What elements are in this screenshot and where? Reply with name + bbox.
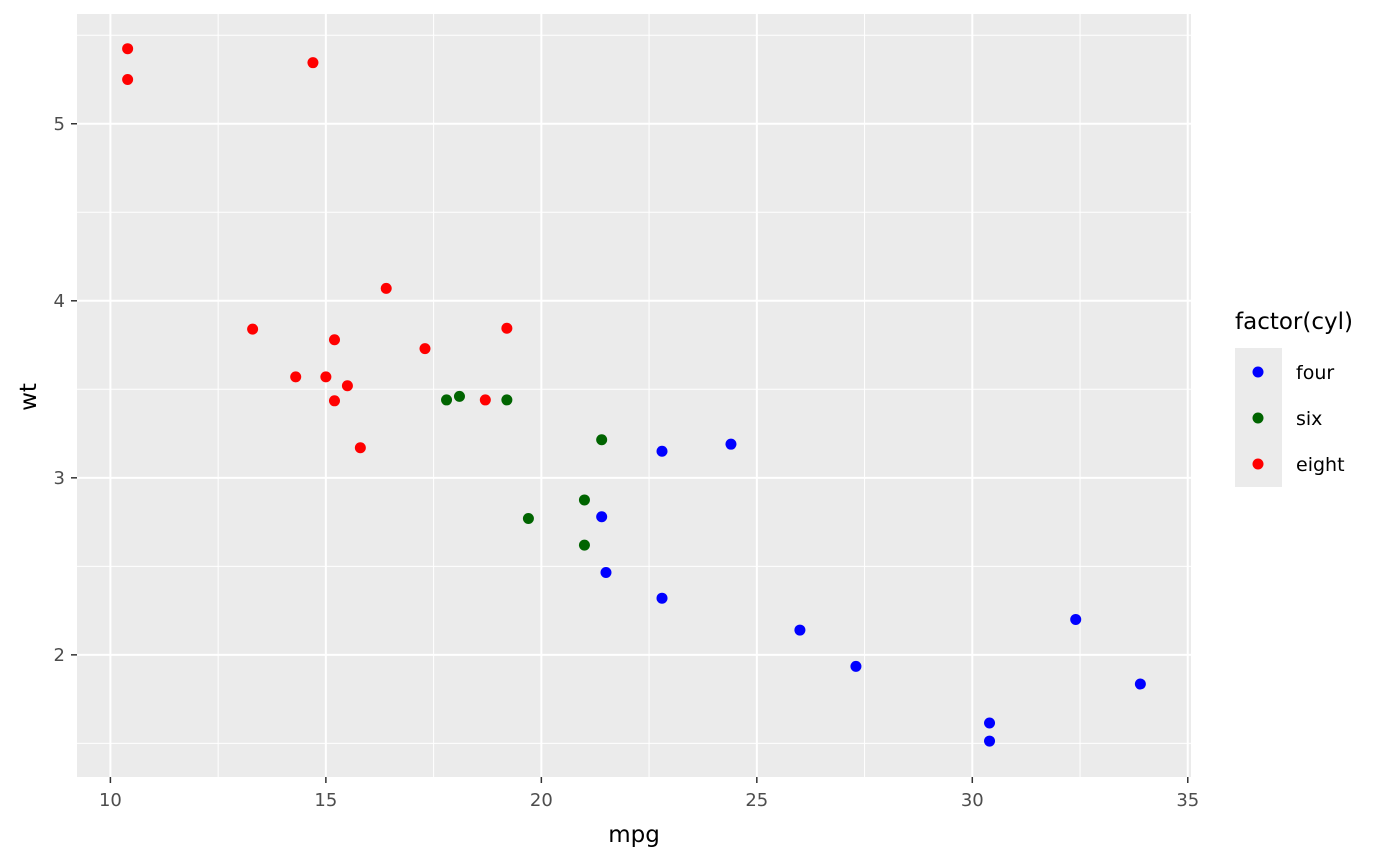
data-point-four bbox=[725, 438, 737, 450]
x-axis-title: mpg bbox=[608, 822, 660, 848]
data-point-four bbox=[1134, 678, 1146, 690]
x-tick-label: 20 bbox=[530, 790, 553, 811]
data-point-eight bbox=[380, 282, 392, 294]
data-point-eight bbox=[354, 442, 366, 454]
data-point-four bbox=[656, 445, 668, 457]
data-point-six bbox=[578, 494, 590, 506]
data-point-six bbox=[453, 390, 465, 402]
y-axis-title: wt bbox=[16, 383, 42, 411]
data-point-six bbox=[578, 539, 590, 551]
data-point-eight bbox=[320, 371, 332, 383]
axes: 10 15 20 25 30 35 2 3 4 5 bbox=[54, 114, 1200, 811]
legend-key-eight bbox=[1252, 458, 1264, 470]
data-point-six bbox=[501, 394, 513, 406]
y-tick-label: 4 bbox=[54, 291, 65, 312]
y-tick-label: 5 bbox=[54, 114, 65, 135]
data-point-four bbox=[984, 717, 996, 729]
data-point-six bbox=[596, 434, 608, 446]
data-point-eight bbox=[341, 380, 353, 392]
data-point-six bbox=[441, 394, 453, 406]
data-point-four bbox=[1070, 613, 1082, 625]
x-tick-label: 30 bbox=[961, 790, 984, 811]
x-tick-label: 15 bbox=[314, 790, 337, 811]
data-point-eight bbox=[328, 334, 340, 346]
data-point-eight bbox=[122, 74, 134, 86]
y-tick-label: 3 bbox=[54, 468, 65, 489]
legend-title: factor(cyl) bbox=[1235, 309, 1353, 335]
data-point-eight bbox=[328, 395, 340, 407]
data-point-eight bbox=[290, 371, 302, 383]
data-point-six bbox=[522, 513, 534, 525]
data-point-eight bbox=[307, 57, 319, 69]
data-point-four bbox=[794, 624, 806, 636]
x-tick-label: 25 bbox=[745, 790, 768, 811]
y-tick-label: 2 bbox=[54, 645, 65, 666]
legend-key-six bbox=[1252, 412, 1264, 424]
data-point-four bbox=[850, 660, 862, 672]
data-point-eight bbox=[122, 43, 134, 55]
plot-panel bbox=[77, 14, 1191, 777]
x-tick-label: 10 bbox=[99, 790, 122, 811]
data-point-four bbox=[656, 592, 668, 604]
data-point-four bbox=[596, 511, 608, 523]
panel-background bbox=[77, 14, 1191, 777]
legend-label-four: four bbox=[1296, 362, 1334, 384]
data-point-eight bbox=[419, 343, 431, 355]
grid-lines bbox=[77, 14, 1191, 777]
data-point-eight bbox=[501, 322, 513, 334]
data-point-eight bbox=[479, 394, 491, 406]
legend-label-six: six bbox=[1296, 408, 1322, 430]
legend-label-eight: eight bbox=[1296, 454, 1345, 476]
x-tick-label: 35 bbox=[1176, 790, 1199, 811]
legend: factor(cyl) four six eight bbox=[1235, 309, 1353, 487]
legend-items: four six eight bbox=[1252, 362, 1345, 476]
legend-key-four bbox=[1252, 366, 1264, 378]
data-points bbox=[122, 43, 1146, 747]
data-point-four bbox=[984, 735, 996, 747]
data-point-eight bbox=[247, 323, 259, 335]
data-point-four bbox=[600, 567, 612, 579]
